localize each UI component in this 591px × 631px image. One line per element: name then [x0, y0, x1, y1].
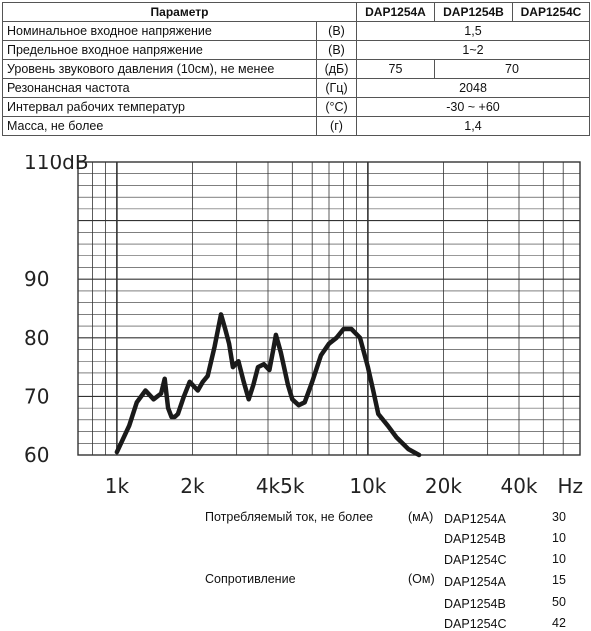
consumption-label: Потребляемый ток, не более — [205, 510, 374, 524]
param-name: Масса, не более — [2, 116, 317, 136]
param-unit: (В) — [316, 21, 357, 41]
resistance-value: 15 — [552, 573, 566, 587]
x-tick-label: 4k — [256, 474, 281, 498]
table-row: Интервал рабочих температур (°C) -30 ~ +… — [2, 97, 590, 117]
header-dap1254c: DAP1254C — [512, 2, 590, 22]
frequency-response-curve — [114, 312, 422, 458]
y-tick-label: 80 — [24, 326, 49, 350]
y-tick-label: 60 — [24, 443, 49, 467]
resistance-value: 42 — [552, 616, 566, 630]
y-tick-label: 90 — [24, 267, 49, 291]
x-tick-label: Hz — [557, 474, 583, 498]
table-row: Уровень звукового давления (10см), не ме… — [2, 59, 590, 79]
param-value: 1,4 — [356, 116, 590, 136]
consumption-value: 30 — [552, 510, 566, 524]
param-name: Предельное входное напряжение — [2, 40, 317, 60]
param-unit: (°C) — [316, 97, 357, 117]
param-name: Номинальное входное напряжение — [2, 21, 317, 41]
table-row: Предельное входное напряжение (В) 1~2 — [2, 40, 590, 60]
param-unit: (В) — [316, 40, 357, 60]
header-dap1254b: DAP1254B — [434, 2, 513, 22]
table-row: Номинальное входное напряжение (В) 1,5 — [2, 21, 590, 41]
frequency-response-chart: 60 70 80 90 110dB 1k 2k 4k 5k 10k 20k 40k Hz — [24, 155, 583, 498]
x-tick-label: 1k — [105, 474, 130, 498]
header-dap1254a: DAP1254A — [356, 2, 435, 22]
x-tick-label: 5k — [280, 474, 305, 498]
consumption-value: 10 — [552, 552, 566, 566]
resistance-unit: (Ом) — [408, 572, 435, 586]
resistance-value: 50 — [552, 595, 566, 609]
param-value: 1,5 — [356, 21, 590, 41]
param-name: Интервал рабочих температур — [2, 97, 317, 117]
table-header-row: Параметр DAP1254A DAP1254B DAP1254C — [2, 2, 590, 22]
table-row: Резонансная частота (Гц) 2048 — [2, 78, 590, 98]
resistance-label: Сопротивление — [205, 572, 296, 586]
table-row: Масса, не более (г) 1,4 — [2, 116, 590, 136]
consumption-value: 10 — [552, 531, 566, 545]
param-value: 2048 — [356, 78, 590, 98]
resistance-model: DAP1254B — [444, 597, 506, 611]
x-tick-label: 40k — [500, 474, 537, 498]
y-tick-label: 70 — [24, 384, 49, 408]
param-unit: (г) — [316, 116, 357, 136]
param-value-bc: 70 — [434, 59, 590, 79]
param-unit: (Гц) — [316, 78, 357, 98]
y-tick-labels: 60 70 80 90 110dB — [24, 155, 89, 467]
parameters-table: Параметр DAP1254A DAP1254B DAP1254C Номи… — [2, 2, 590, 136]
param-value-a: 75 — [356, 59, 435, 79]
x-tick-labels: 1k 2k 4k 5k 10k 20k 40k Hz — [105, 474, 583, 498]
param-value: 1~2 — [356, 40, 590, 60]
param-name: Уровень звукового давления (10см), не ме… — [2, 59, 317, 79]
header-parameter: Параметр — [2, 2, 357, 22]
x-tick-label: 10k — [349, 474, 386, 498]
chart-grid — [77, 161, 581, 456]
x-tick-label: 2k — [180, 474, 205, 498]
plot-frame — [77, 161, 581, 456]
param-name: Резонансная частота — [2, 78, 317, 98]
param-value: -30 ~ +60 — [356, 97, 590, 117]
param-unit: (дБ) — [316, 59, 357, 79]
consumption-model: DAP1254A — [444, 512, 506, 526]
consumption-model: DAP1254B — [444, 532, 506, 546]
x-tick-label: 20k — [425, 474, 462, 498]
y-tick-label: 110dB — [24, 155, 89, 174]
consumption-unit: (мА) — [408, 510, 434, 524]
resistance-model: DAP1254A — [444, 575, 506, 589]
resistance-model: DAP1254C — [444, 617, 507, 631]
consumption-model: DAP1254C — [444, 553, 507, 567]
